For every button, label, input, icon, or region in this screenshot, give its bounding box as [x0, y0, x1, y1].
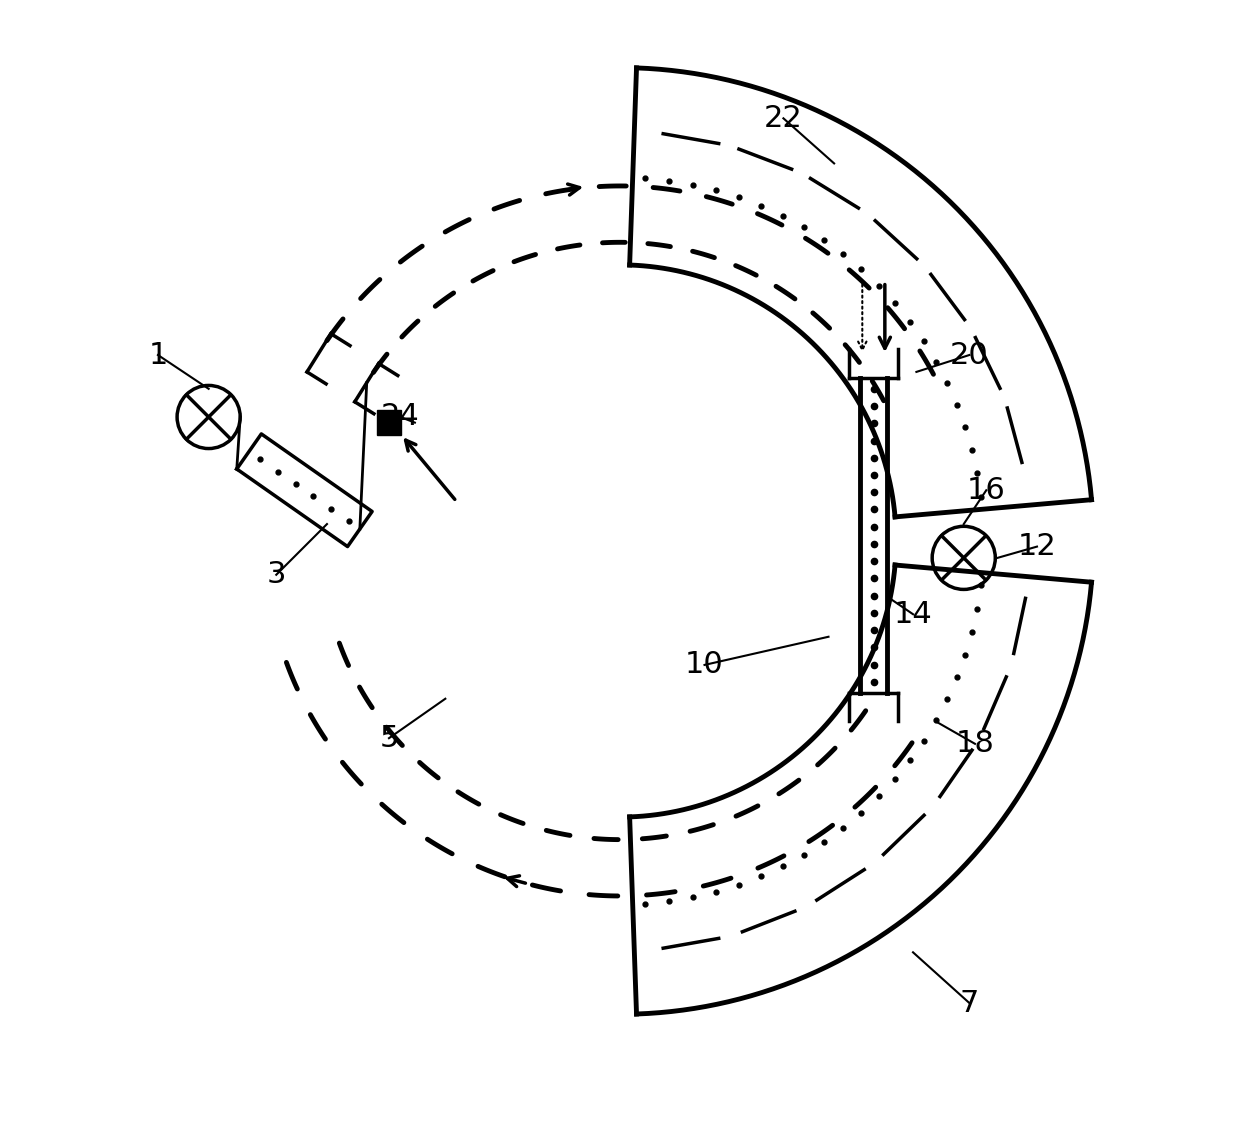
- Text: 16: 16: [967, 476, 1006, 505]
- Text: 14: 14: [894, 600, 932, 629]
- Text: 3: 3: [267, 560, 286, 589]
- Text: 18: 18: [956, 729, 994, 758]
- Polygon shape: [377, 410, 402, 435]
- Text: 5: 5: [379, 724, 398, 753]
- Text: 1: 1: [149, 340, 167, 370]
- Text: 22: 22: [764, 104, 802, 133]
- Text: 24: 24: [381, 402, 419, 432]
- Text: 12: 12: [1018, 532, 1056, 561]
- Text: 7: 7: [960, 988, 980, 1018]
- Text: 10: 10: [686, 650, 724, 680]
- Text: 20: 20: [950, 340, 988, 370]
